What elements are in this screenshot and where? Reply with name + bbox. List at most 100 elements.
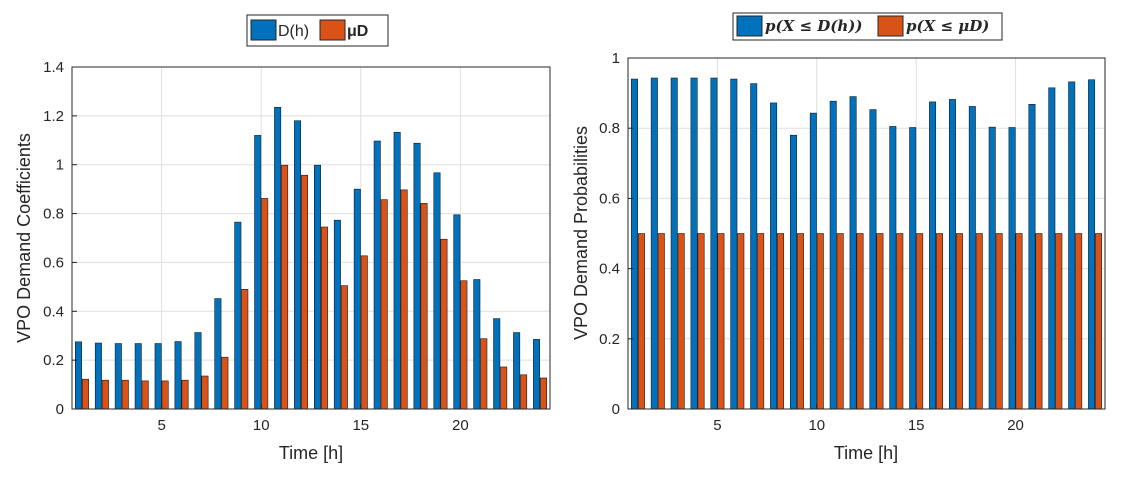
bar-left-s2-h19 [440, 238, 448, 410]
bar-right-s1-h19 [988, 126, 996, 410]
y-tick-label: 0.6 [43, 254, 64, 271]
bar-left-s2-h8 [221, 356, 229, 410]
axes-box-right [627, 57, 1106, 410]
bar-left-s1-h11 [274, 107, 282, 410]
x-tick-label: 15 [908, 417, 925, 434]
bar-right-s2-h1 [637, 233, 645, 410]
bars-right [630, 77, 1103, 410]
bar-left-s1-h5 [154, 343, 162, 410]
y-axis-label-left: VPO Demand Coefficients [14, 133, 34, 343]
bar-right-s2-h6 [737, 233, 745, 410]
bar-right-s2-h14 [896, 233, 904, 410]
bar-right-s2-h2 [657, 233, 665, 410]
bar-right-s1-h12 [849, 96, 857, 410]
bar-right-s1-h18 [968, 106, 976, 410]
bar-left-s2-h6 [181, 379, 189, 410]
bar-left-s2-h7 [201, 375, 209, 410]
legend-label-p-mud: p(X ≤ μD) [906, 17, 989, 35]
bar-left-s2-h17 [400, 189, 408, 410]
bar-left-s1-h4 [134, 343, 142, 410]
bar-right-s1-h20 [1008, 127, 1016, 410]
legend-swatch-p-mud [877, 15, 904, 37]
bar-right-s2-h23 [1075, 233, 1083, 410]
bar-right-s2-h21 [1035, 233, 1043, 410]
bar-left-s2-h16 [380, 199, 388, 410]
bar-right-s1-h6 [730, 78, 738, 410]
legend-label-p-dh: p(X ≤ D(h)) [765, 17, 862, 35]
legend-swatch-p-dh [736, 15, 763, 37]
bar-left-s1-h18 [413, 142, 421, 410]
bar-left-s1-h22 [493, 318, 501, 410]
x-tick-label: 10 [808, 417, 825, 434]
bar-left-s1-h12 [294, 120, 302, 410]
y-tick-label: 0 [612, 401, 620, 418]
bar-right-s1-h3 [670, 77, 678, 410]
y-tick-label: 0.4 [43, 303, 64, 320]
bar-left-s2-h11 [281, 164, 289, 410]
bar-right-s1-h5 [710, 77, 718, 410]
y-tick-label: 1 [56, 157, 64, 174]
y-axis-label-right: VPO Demand Probabilities [571, 126, 591, 340]
legend-left: D(h) μD [246, 14, 389, 47]
bar-left-s1-h7 [194, 332, 202, 410]
bar-left-s2-h18 [420, 203, 428, 410]
bar-left-s2-h22 [500, 366, 508, 410]
bar-right-s1-h10 [809, 112, 817, 410]
bar-right-s1-h13 [869, 109, 877, 410]
bar-left-s1-h13 [313, 164, 321, 410]
bar-right-s2-h17 [955, 233, 963, 410]
chart-left: 0 0.2 0.4 0.6 0.8 1 1.2 1.4 5 10 15 20 Time [h] VPO… [14, 14, 551, 463]
bar-left-s2-h5 [161, 380, 169, 410]
x-tick-label: 20 [1007, 417, 1024, 434]
bar-left-s1-h23 [513, 332, 521, 410]
y-tick-label: 0.8 [599, 120, 620, 137]
bar-right-s2-h20 [1015, 233, 1023, 410]
bars-left [74, 107, 548, 410]
bar-left-s1-h21 [473, 279, 481, 410]
legend-swatch-mud [319, 19, 346, 41]
x-axis-label-right: Time [h] [834, 443, 898, 463]
y-tick-label: 0.6 [599, 190, 620, 207]
y-tick-label: 1 [612, 50, 620, 67]
bar-right-s2-h12 [856, 233, 864, 410]
x-tick-label: 20 [452, 417, 469, 434]
bar-left-s2-h2 [101, 379, 109, 410]
bar-right-s2-h8 [777, 233, 785, 410]
bar-left-s1-h14 [333, 219, 341, 410]
bar-right-s1-h16 [929, 101, 937, 410]
bar-right-s2-h4 [697, 233, 705, 410]
bar-right-s1-h22 [1048, 87, 1056, 410]
y-tick-label: 0 [56, 401, 64, 418]
bar-left-s1-h3 [114, 343, 122, 410]
bar-right-s1-h15 [909, 127, 917, 410]
bar-left-s1-h9 [234, 221, 242, 410]
bar-left-s2-h10 [261, 198, 269, 410]
bar-left-s1-h24 [533, 339, 541, 410]
bar-right-s2-h16 [936, 233, 944, 410]
y-tick-label: 1.4 [43, 59, 64, 76]
y-tick-label: 0.8 [43, 206, 64, 223]
bar-right-s1-h7 [750, 83, 758, 410]
bar-left-s2-h23 [520, 374, 528, 410]
bar-left-s1-h19 [433, 172, 441, 410]
bar-right-s1-h24 [1088, 79, 1096, 410]
x-tick-label: 15 [352, 417, 369, 434]
y-tick-label: 0.4 [599, 261, 620, 278]
bar-right-s1-h14 [889, 126, 897, 410]
bar-right-s1-h8 [770, 102, 778, 410]
ticks-left: 0 0.2 0.4 0.6 0.8 1 1.2 1.4 5 10 15 20 [43, 59, 469, 434]
bar-left-s2-h24 [540, 377, 548, 410]
bar-left-s2-h15 [360, 255, 368, 410]
bar-left-s1-h6 [174, 341, 182, 410]
bar-right-s2-h22 [1055, 233, 1063, 410]
bar-left-s2-h12 [301, 174, 309, 410]
bar-right-s1-h11 [829, 100, 837, 410]
bar-left-s1-h1 [74, 341, 82, 410]
bar-left-s2-h4 [141, 380, 149, 410]
bar-right-s1-h9 [789, 134, 797, 410]
bar-right-s2-h13 [876, 233, 884, 410]
y-tick-label: 1.2 [43, 108, 64, 125]
bar-left-s1-h2 [94, 342, 102, 410]
bar-right-s2-h3 [677, 233, 685, 410]
bar-left-s1-h17 [393, 131, 401, 410]
